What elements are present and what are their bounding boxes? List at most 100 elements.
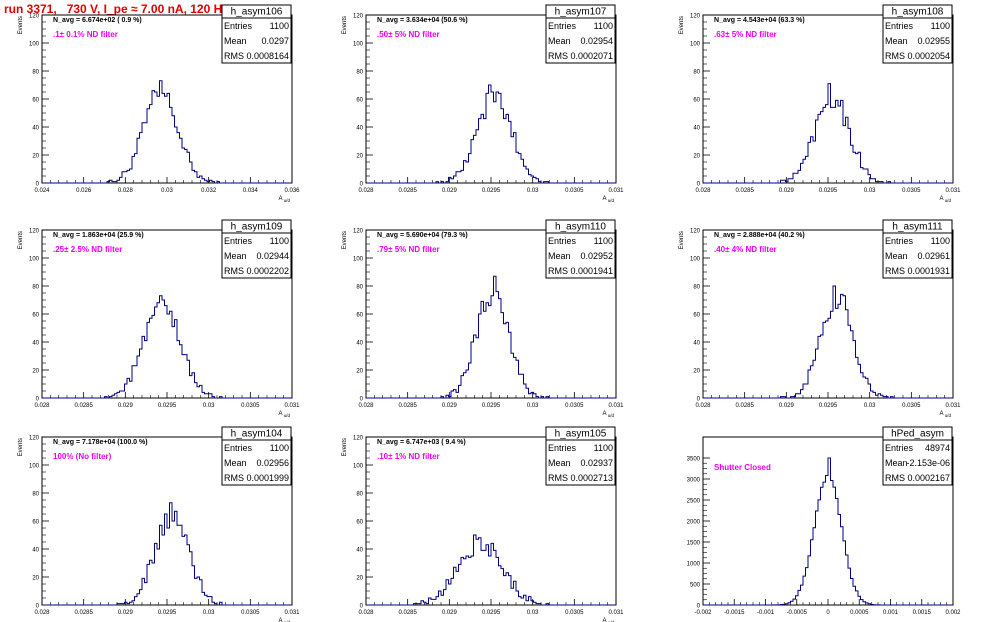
x-tick-label: 0.029: [779, 188, 795, 194]
x-tick-label: 0.0285: [735, 403, 754, 409]
y-tick-label: 20: [693, 369, 700, 375]
y-tick-label: 60: [356, 520, 363, 526]
x-tick-label: 0.0305: [565, 403, 584, 409]
x-tick-label: 0.0295: [158, 610, 177, 616]
stats-entries-value: 1100: [931, 21, 950, 31]
x-axis-label-subscript: u/d: [943, 413, 951, 418]
x-tick-label: 0.031: [284, 610, 300, 616]
histogram-name: h_asym111: [892, 222, 943, 233]
x-tick-label: 0.031: [284, 403, 300, 409]
y-axis-label: Events: [18, 231, 24, 249]
x-axis-label-subscript: u/d: [606, 620, 614, 622]
x-tick-label: 0.029: [442, 188, 458, 194]
stats-box: [545, 232, 616, 279]
y-tick-label: 0: [697, 604, 701, 610]
x-axis-label: A u/d: [602, 196, 614, 203]
stats-entries-label: Entries: [548, 21, 577, 31]
navg-label: N_avg = 5.690e+04 (79.3 %): [377, 232, 468, 239]
stats-mean-label: Mean: [548, 36, 571, 46]
filter-label: .10± 1% ND filter: [377, 452, 440, 461]
histogram-panel-h_asym104: 0 20 40 60 80 100 120 0.028 0.0285 0.029 0.0295 0.0…: [18, 426, 300, 622]
stats-rms-label: RMS: [885, 51, 905, 61]
stats-mean-value: -2.153e-06: [906, 458, 950, 468]
y-tick-label: 120: [690, 14, 701, 20]
y-tick-label: 40: [32, 341, 39, 347]
histogram-panel-h_asym107: 0 20 40 60 80 100 120 0.028 0.0285 0.029 0.0295 0.0…: [342, 4, 624, 203]
y-tick-label: 100: [353, 257, 364, 263]
filter-label: .63± 5% ND filter: [714, 30, 777, 39]
x-tick-label: 0.031: [608, 610, 624, 616]
x-tick-label: -0.001: [757, 610, 775, 616]
x-tick-label: 0.0295: [482, 610, 501, 616]
y-tick-label: 80: [32, 285, 39, 291]
stats-entries-label: Entries: [885, 236, 914, 246]
y-tick-label: 120: [690, 229, 701, 235]
x-axis-label-subscript: u/d: [282, 413, 290, 418]
y-tick-label: 20: [32, 576, 39, 582]
histogram-series: [703, 457, 953, 606]
stats-box: [221, 17, 292, 64]
stats-rms-value: 0.0008164: [246, 51, 289, 61]
stats-entries-value: 1100: [270, 443, 289, 453]
stats-mean-value: 0.02952: [580, 251, 613, 261]
histogram-series: [42, 502, 292, 606]
stats-mean-label: Mean: [885, 251, 908, 261]
navg-label: N_avg = 2.888e+04 (40.2 %): [714, 232, 805, 239]
x-axis-label: A u/d: [278, 411, 290, 418]
x-tick-label: 0.0305: [902, 403, 921, 409]
y-tick-label: 100: [690, 257, 701, 263]
x-tick-label: 0.0295: [482, 188, 501, 194]
stats-mean-label: Mean: [548, 458, 571, 468]
y-tick-label: 20: [356, 154, 363, 160]
x-tick-label: 0.028: [118, 188, 134, 194]
y-tick-label: 40: [693, 341, 700, 347]
stats-mean-label: Mean: [885, 458, 908, 468]
x-tick-label: 0.0295: [482, 403, 501, 409]
stats-rms-value: 0.0002713: [570, 473, 613, 483]
stats-rms-value: 0.0002202: [246, 266, 289, 276]
x-tick-label: 0.0285: [735, 188, 754, 194]
stats-rms-value: 0.0002054: [907, 51, 950, 61]
y-tick-label: 120: [353, 436, 364, 442]
stats-rms-label: RMS: [548, 266, 568, 276]
stats-rms-value: 0.0002071: [570, 51, 613, 61]
x-tick-label: -0.0015: [724, 610, 745, 616]
y-tick-label: 120: [29, 436, 40, 442]
y-tick-label: 2500: [687, 499, 701, 505]
x-tick-label: 0.03: [527, 610, 539, 616]
x-axis-label-main: A: [278, 411, 282, 417]
histogram-name: hPed_asym: [891, 429, 944, 440]
stats-mean-value: 0.02944: [256, 251, 289, 261]
x-tick-label: 0.0295: [819, 403, 838, 409]
stats-rms-label: RMS: [885, 266, 905, 276]
x-tick-label: 0.031: [945, 188, 961, 194]
x-axis-label: A u/d: [278, 618, 290, 622]
stats-mean-label: Mean: [885, 36, 908, 46]
stats-entries-value: 48974: [925, 443, 950, 453]
y-tick-label: 80: [32, 492, 39, 498]
x-tick-label: 0.0285: [74, 403, 93, 409]
x-axis-label-subscript: u/d: [606, 198, 614, 203]
histogram-panel-h_asym109: 0 20 40 60 80 100 120 0.028 0.0285 0.029 0.0295 0.0…: [18, 219, 300, 418]
y-tick-label: 0: [36, 604, 40, 610]
y-tick-label: 0: [36, 397, 40, 403]
stats-mean-label: Mean: [548, 251, 571, 261]
stats-entries-label: Entries: [224, 236, 253, 246]
histogram-series: [366, 275, 616, 399]
x-tick-label: 0.0305: [241, 403, 260, 409]
stats-mean-value: 0.02955: [917, 36, 950, 46]
x-axis-label: A u/d: [602, 411, 614, 418]
y-tick-label: 0: [360, 397, 364, 403]
histogram-series: [42, 295, 292, 399]
y-tick-label: 20: [32, 369, 39, 375]
y-tick-label: 80: [356, 70, 363, 76]
x-tick-label: 0.0285: [398, 188, 417, 194]
y-tick-label: 20: [356, 576, 363, 582]
y-axis-label: Events: [18, 16, 24, 34]
x-tick-label: 0.0295: [819, 188, 838, 194]
x-tick-label: 0.03: [527, 403, 539, 409]
y-tick-label: 2000: [687, 520, 701, 526]
stats-box: [221, 232, 292, 279]
y-tick-label: 40: [356, 548, 363, 554]
navg-label: N_avg = 4.543e+04 (63.3 %): [714, 17, 805, 24]
